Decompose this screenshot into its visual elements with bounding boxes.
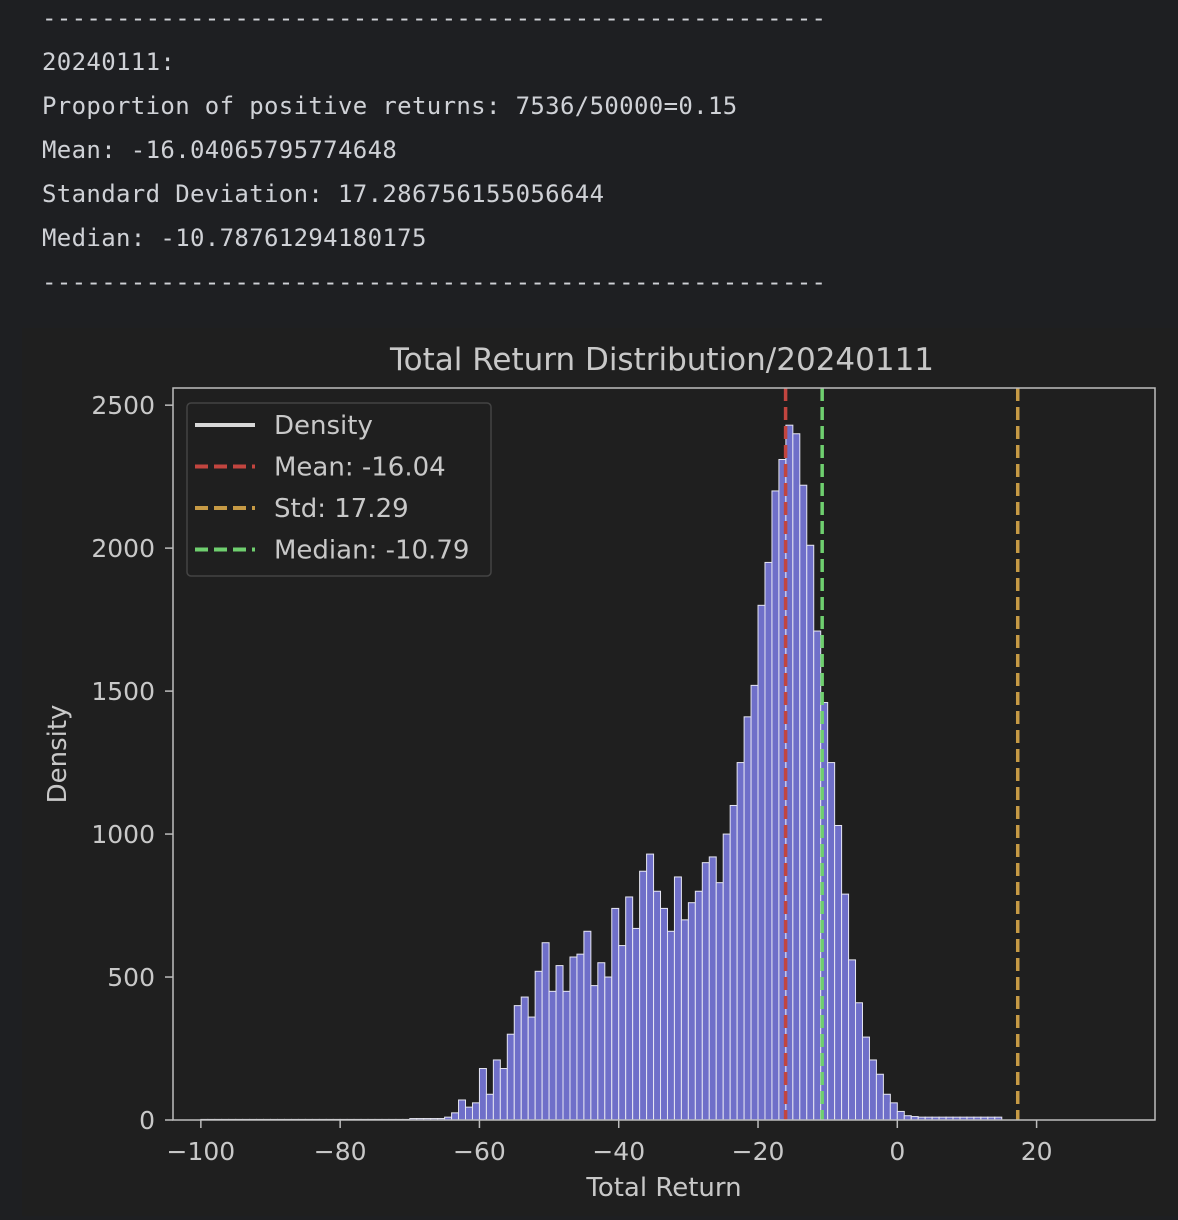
- y-tick-label: 500: [107, 963, 155, 992]
- histogram-bar: [471, 1102, 480, 1121]
- histogram-bar: [889, 1102, 898, 1121]
- histogram-bar: [757, 604, 766, 1121]
- histogram-bar: [555, 965, 564, 1121]
- histogram-bar: [882, 1093, 891, 1121]
- histogram-bar: [722, 833, 731, 1121]
- histogram-bar: [618, 945, 627, 1121]
- histogram-bar: [806, 544, 815, 1121]
- histogram-bar: [527, 1016, 536, 1121]
- chart-legend: Density Mean: -16.04 Std: 17.29 Median: -10…: [186, 402, 492, 577]
- y-tick-label: 0: [139, 1106, 155, 1135]
- histogram-bar: [750, 684, 759, 1121]
- histogram-bar: [673, 876, 682, 1121]
- x-tick-label: −20: [732, 1137, 785, 1166]
- histogram-bar: [590, 985, 599, 1121]
- x-tick-label: 20: [1021, 1137, 1053, 1166]
- y-tick-label: 1500: [91, 677, 155, 706]
- histogram-bar: [562, 990, 571, 1121]
- histogram-bar: [792, 433, 801, 1121]
- histogram-bar: [743, 716, 752, 1121]
- histogram-bar: [604, 976, 613, 1121]
- histogram-bar: [868, 1059, 877, 1121]
- histogram-bar: [813, 630, 822, 1121]
- x-tick-label: 0: [889, 1137, 905, 1166]
- histogram-chart: Total Return Distribution/20240111 −100−…: [43, 342, 1156, 1203]
- y-tick-label: 2500: [91, 391, 155, 420]
- histogram-bar: [485, 1093, 494, 1121]
- histogram-bar: [708, 856, 717, 1121]
- histogram-bar: [534, 970, 543, 1121]
- histogram-bar: [583, 930, 592, 1121]
- x-tick-label: −60: [453, 1137, 506, 1166]
- histogram-bar: [451, 1112, 460, 1121]
- y-axis-label: Density: [43, 705, 73, 804]
- histogram-bar: [715, 882, 724, 1121]
- histogram-bar: [736, 762, 745, 1121]
- histogram-bar: [764, 561, 773, 1121]
- histogram-bar: [729, 804, 738, 1121]
- histogram-bar: [799, 484, 808, 1121]
- histogram-bar: [597, 962, 606, 1121]
- histogram-bar: [875, 1073, 884, 1121]
- histogram-bar: [896, 1110, 905, 1121]
- histogram-bar: [541, 942, 550, 1121]
- histogram-bar: [841, 893, 850, 1121]
- y-axis-ticks: 0 500 1000 1500 2000 2500: [91, 391, 173, 1135]
- histogram-bar: [771, 490, 780, 1121]
- date-line: 20240111:: [42, 48, 176, 76]
- histogram-bar: [506, 1033, 515, 1121]
- histogram-bar: [499, 1068, 508, 1121]
- median-line: Median: -10.78761294180175: [42, 224, 427, 252]
- histogram-bar: [694, 890, 703, 1121]
- chart-title: Total Return Distribution/20240111: [389, 342, 934, 378]
- histogram-bar: [855, 1002, 863, 1121]
- std-line: Standard Deviation: 17.286756155056644: [42, 180, 605, 208]
- x-axis-label: Total Return: [585, 1173, 741, 1203]
- histogram-bar: [653, 890, 662, 1121]
- legend-label: Density: [274, 411, 373, 441]
- legend-label: Median: -10.79: [274, 536, 469, 566]
- y-tick-label: 1000: [91, 820, 155, 849]
- legend-box: [186, 402, 492, 577]
- x-tick-label: −100: [167, 1137, 236, 1166]
- separator-line: ----------------------------------------…: [42, 4, 827, 32]
- histogram-bar: [513, 1005, 522, 1121]
- legend-label: Mean: -16.04: [274, 453, 446, 483]
- plot-output: Total Return Distribution/20240111 −100−…: [22, 328, 1178, 1216]
- reference-lines: [783, 388, 1020, 1120]
- histogram-bar: [701, 862, 710, 1121]
- proportion-line: Proportion of positive returns: 7536/500…: [42, 92, 738, 120]
- legend-label: Std: 17.29: [274, 494, 409, 524]
- axes-frame: [172, 387, 1156, 1121]
- histogram-bar: [646, 853, 655, 1121]
- histogram-bar: [492, 1059, 501, 1121]
- histogram-bar: [827, 762, 836, 1121]
- x-tick-label: −40: [592, 1137, 645, 1166]
- histogram-bar: [625, 896, 634, 1121]
- y-tick-label: 2000: [91, 534, 155, 563]
- histogram-bar: [848, 959, 857, 1121]
- histogram-bar: [861, 1036, 870, 1121]
- histogram-bar: [458, 1099, 467, 1121]
- histogram-bar: [478, 1068, 487, 1121]
- x-tick-label: −80: [314, 1137, 367, 1166]
- histogram-bar: [680, 919, 689, 1121]
- histogram-bar: [465, 1106, 473, 1121]
- histogram-bar: [611, 907, 620, 1121]
- x-axis-ticks: −100 −80 −60 −40 −20 0 20: [167, 1120, 1053, 1166]
- histogram-bar: [660, 907, 668, 1121]
- histogram-bar: [687, 902, 696, 1121]
- mean-line: Mean: -16.04065795774648: [42, 136, 398, 164]
- histogram-bars: [200, 424, 1003, 1121]
- histogram-bar: [666, 930, 675, 1121]
- histogram-bar: [576, 953, 585, 1121]
- histogram-bar: [632, 927, 641, 1121]
- histogram-bar: [569, 956, 578, 1121]
- separator-line: ----------------------------------------…: [42, 268, 827, 296]
- histogram-bar: [639, 870, 648, 1121]
- histogram-bar: [834, 824, 843, 1121]
- histogram-bar: [520, 996, 529, 1121]
- histogram-bar: [548, 990, 557, 1121]
